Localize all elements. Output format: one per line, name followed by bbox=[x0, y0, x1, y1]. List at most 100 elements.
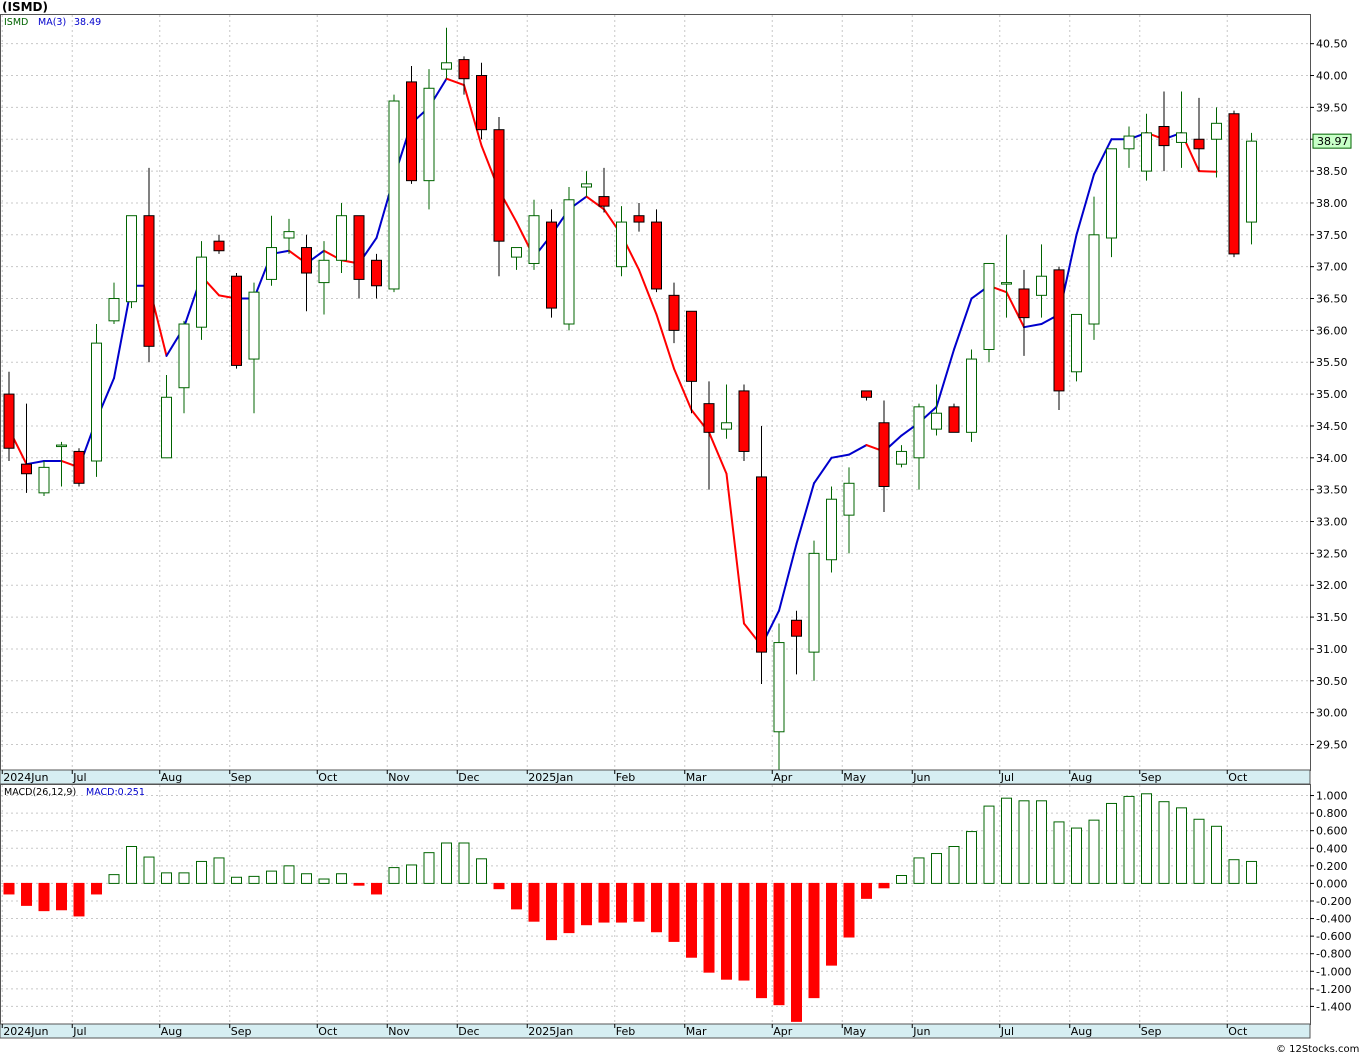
candle bbox=[1001, 234, 1012, 318]
candle bbox=[126, 215, 137, 309]
month-label: Apr bbox=[773, 771, 793, 784]
last-price-tag-text: 38.97 bbox=[1317, 135, 1349, 148]
macd-y-tick-label: 0.800 bbox=[1316, 807, 1348, 820]
candle bbox=[826, 486, 837, 573]
candle bbox=[808, 540, 820, 681]
candle bbox=[931, 384, 942, 436]
candle bbox=[108, 282, 120, 325]
price-y-tick-label: 36.00 bbox=[1316, 324, 1348, 337]
month-label: Nov bbox=[388, 771, 410, 784]
candle-body-up bbox=[178, 323, 190, 389]
month-label: Jun bbox=[912, 771, 930, 784]
ma3-segment bbox=[1198, 170, 1218, 173]
price-y-tick-label: 31.50 bbox=[1316, 611, 1348, 624]
macd-bar-negative bbox=[371, 882, 382, 895]
macd-bar-negative bbox=[528, 882, 540, 922]
ma-legend-value: 38.49 bbox=[74, 17, 101, 28]
month-label: 2024Jun bbox=[3, 1025, 48, 1038]
candle bbox=[651, 209, 662, 293]
macd-bar-positive bbox=[248, 875, 260, 884]
candle bbox=[91, 324, 102, 477]
macd-y-tick-label: 0.200 bbox=[1316, 860, 1348, 873]
candle-body-up bbox=[1141, 132, 1152, 172]
candle-body-up bbox=[773, 642, 785, 733]
candle-body-up bbox=[56, 444, 67, 448]
month-label: Oct bbox=[1228, 1025, 1248, 1038]
macd-month-band bbox=[0, 1023, 1311, 1039]
candle bbox=[388, 94, 400, 293]
candle-body-up bbox=[1246, 140, 1257, 223]
candle-body-down bbox=[861, 390, 872, 398]
month-label: Jul bbox=[72, 1025, 86, 1038]
candle bbox=[616, 206, 627, 277]
candle bbox=[1071, 313, 1082, 382]
macd-y-tick-label: 1.000 bbox=[1316, 790, 1348, 803]
month-label: Nov bbox=[388, 1025, 410, 1038]
macd-bar-positive bbox=[336, 873, 347, 884]
ma3-segment bbox=[1075, 173, 1095, 236]
macd-bar-positive bbox=[441, 842, 452, 884]
candle-body-up bbox=[511, 247, 522, 258]
candle bbox=[3, 371, 15, 461]
candle-body-up bbox=[126, 215, 137, 303]
ma3-segment bbox=[673, 367, 693, 412]
candle bbox=[406, 65, 417, 184]
candle-body-down bbox=[791, 619, 802, 637]
macd-bar-negative bbox=[721, 882, 732, 980]
month-label: 2025Jan bbox=[528, 771, 573, 784]
ma-legend: MA(3) bbox=[38, 17, 66, 28]
price-y-tick-label: 29.50 bbox=[1316, 739, 1348, 752]
macd-bar-positive bbox=[896, 875, 907, 884]
candle-body-up bbox=[1211, 122, 1222, 140]
macd-bar-negative bbox=[38, 882, 50, 912]
candle-body-up bbox=[931, 412, 942, 430]
ma3-segment bbox=[445, 77, 465, 87]
candle-body-up bbox=[1088, 234, 1100, 325]
candle-body-up bbox=[283, 231, 295, 239]
candle-body-down bbox=[476, 75, 487, 131]
month-label: Oct bbox=[318, 771, 338, 784]
macd-bar-negative bbox=[843, 882, 855, 938]
candle bbox=[528, 199, 540, 270]
month-label: Jul bbox=[1000, 1025, 1014, 1038]
macd-legend-value: MACD:0.251 bbox=[86, 787, 145, 798]
month-label: Dec bbox=[458, 1025, 479, 1038]
candle-body-down bbox=[703, 403, 715, 433]
last-price-tag: 38.97 bbox=[1312, 133, 1352, 149]
candle-body-up bbox=[1036, 275, 1047, 296]
candle-body-up bbox=[616, 221, 627, 268]
macd-bar-negative bbox=[791, 882, 802, 1022]
chart-title: (ISMD) bbox=[2, 0, 48, 14]
macd-bar-positive bbox=[406, 864, 417, 884]
candle-body-down bbox=[3, 393, 15, 449]
candle-body-up bbox=[336, 215, 347, 261]
candle bbox=[493, 116, 505, 277]
macd-bar-positive bbox=[913, 857, 925, 884]
candle-body-down bbox=[598, 196, 610, 207]
ma3-segment bbox=[778, 542, 798, 612]
macd-y-tick-label: 0.600 bbox=[1316, 825, 1348, 838]
price-y-tick-label: 33.50 bbox=[1316, 484, 1348, 497]
price-y-tick-label: 40.00 bbox=[1316, 70, 1348, 83]
ma3-segment bbox=[638, 268, 658, 316]
candle bbox=[1141, 113, 1152, 181]
candle-body-up bbox=[441, 62, 452, 70]
macd-bar-positive bbox=[1018, 800, 1030, 884]
candle bbox=[546, 209, 557, 318]
macd-bar-negative bbox=[598, 882, 610, 923]
candle bbox=[1176, 91, 1187, 168]
price-y-tick-label: 34.50 bbox=[1316, 420, 1348, 433]
ma3-segment bbox=[953, 297, 973, 351]
month-label: Feb bbox=[616, 1025, 635, 1038]
macd-bar-positive bbox=[423, 852, 435, 884]
month-label: Jul bbox=[72, 771, 86, 784]
ma3-segment bbox=[795, 482, 815, 545]
candle-body-up bbox=[1071, 313, 1082, 373]
candle-body-up bbox=[196, 256, 207, 328]
month-label: Jul bbox=[1000, 771, 1014, 784]
candle-body-up bbox=[983, 262, 995, 350]
macd-bar-positive bbox=[1123, 795, 1135, 884]
macd-bar-negative bbox=[703, 882, 715, 973]
candle-body-up bbox=[896, 450, 907, 465]
